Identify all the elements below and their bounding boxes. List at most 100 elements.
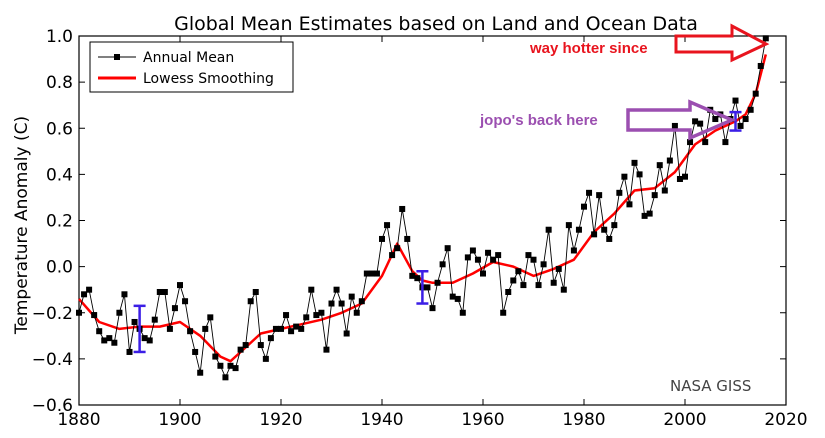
annual-mean-point — [76, 309, 82, 316]
annual-mean-point — [333, 286, 340, 293]
annual-mean-point — [166, 325, 173, 332]
legend-annual-label: Annual Mean — [143, 50, 234, 66]
annual-mean-point — [545, 226, 552, 233]
annual-mean-point — [272, 325, 279, 332]
annotation-jopos-back: jopo's back here — [479, 112, 598, 129]
annual-mean-point — [505, 288, 512, 295]
annual-mean-point — [596, 192, 603, 199]
annual-mean-point — [222, 374, 229, 381]
annual-mean-point — [318, 309, 325, 316]
annual-mean-point — [656, 162, 663, 169]
annual-mean-point — [550, 279, 557, 286]
lowess-layer — [78, 54, 768, 363]
annual-mean-point — [197, 369, 204, 376]
x-tick-label: 1980 — [562, 410, 605, 430]
annual-mean-point — [742, 116, 749, 123]
annual-mean-point — [424, 284, 431, 291]
y-tick-label: 0.4 — [46, 165, 73, 185]
annual-mean-point — [323, 346, 330, 353]
x-tick-label: 1960 — [461, 410, 504, 430]
annual-mean-point — [449, 293, 456, 300]
annual-mean-point — [601, 226, 608, 233]
watermark-nasa-giss: NASA GISS — [670, 377, 751, 395]
y-tick-label: 1.0 — [46, 27, 73, 47]
annual-mean-point — [126, 348, 133, 355]
annual-mean-point — [565, 222, 572, 229]
annual-mean-point — [399, 205, 406, 212]
annual-mean-point — [313, 312, 320, 319]
annual-mean-point — [161, 288, 168, 295]
annual-mean-point — [616, 189, 623, 196]
annual-mean-point — [338, 300, 345, 307]
annual-mean-point — [444, 245, 451, 252]
chart-title: Global Mean Estimates based on Land and … — [174, 13, 698, 35]
annual-mean-point — [459, 309, 466, 316]
annual-mean-point — [540, 261, 547, 268]
annual-mean-point — [500, 309, 507, 316]
annual-mean-point — [262, 355, 269, 362]
x-tick-label: 1920 — [259, 410, 302, 430]
annual-mean-point — [671, 122, 678, 129]
annual-mean-point — [384, 222, 391, 229]
annual-mean-point — [651, 192, 658, 199]
purple-arrow-icon — [626, 99, 737, 141]
annual-mean-point — [560, 286, 567, 293]
annual-mean-point — [86, 286, 93, 293]
error-bars — [133, 110, 742, 354]
x-tick-label: 1900 — [158, 410, 201, 430]
annual-mean-point — [474, 256, 481, 263]
annual-mean-point — [308, 286, 315, 293]
annual-mean-point — [762, 35, 769, 42]
annual-mean-point — [666, 157, 673, 164]
annual-mean-point — [177, 282, 183, 289]
annual-mean-point — [146, 337, 153, 344]
annual-mean-point — [348, 293, 355, 300]
annual-mean-point — [646, 210, 653, 217]
y-tick-label: −0.6 — [32, 396, 73, 416]
annual-mean-point — [151, 316, 158, 323]
annual-mean-point — [131, 318, 138, 325]
x-tick-label: 1940 — [360, 410, 403, 430]
annual-mean-point — [192, 348, 199, 355]
annual-mean-point — [106, 335, 113, 342]
annual-mean-point — [293, 323, 300, 330]
annual-mean-point — [626, 201, 633, 208]
annual-mean-point — [581, 203, 587, 210]
annual-mean-point — [368, 270, 375, 277]
annual-mean-point — [394, 245, 401, 252]
annual-mean-point — [116, 309, 123, 316]
annual-mean-point — [389, 252, 396, 259]
red-arrow-icon — [674, 23, 770, 63]
annual-mean-point — [111, 339, 118, 346]
y-tick-label: 0.0 — [46, 258, 73, 278]
y-tick-label: 0.2 — [46, 212, 73, 232]
legend: Annual Mean Lowess Smoothing — [89, 41, 294, 93]
annual-mean-point — [171, 305, 178, 312]
annual-mean-point — [156, 288, 163, 295]
annual-mean-point — [687, 139, 694, 146]
annual-mean-point — [227, 362, 234, 369]
annual-mean-point — [298, 325, 305, 332]
annual-mean-point — [207, 314, 214, 321]
annual-mean-point — [464, 254, 471, 261]
legend-box — [89, 41, 294, 93]
annual-mean-point — [217, 362, 224, 369]
annual-mean-point — [510, 277, 517, 284]
annual-mean-point — [495, 252, 502, 259]
y-tick-label: −0.4 — [32, 350, 73, 370]
annual-mean-point — [555, 265, 562, 272]
annual-mean-point — [570, 247, 577, 254]
annual-mean-point — [434, 279, 441, 286]
annual-mean-point — [757, 62, 764, 69]
annual-mean-point — [702, 139, 709, 146]
annual-mean-point — [636, 171, 643, 178]
annual-mean-point — [141, 335, 148, 342]
annual-mean-point — [91, 312, 98, 319]
annual-mean-point — [414, 275, 421, 282]
annual-mean-point — [96, 328, 103, 335]
legend-lowess-label: Lowess Smoothing — [143, 71, 274, 87]
annual-mean-point — [611, 222, 618, 229]
annual-mean-point — [373, 270, 380, 277]
x-tick-label: 2020 — [764, 410, 807, 430]
annual-mean-point — [121, 291, 128, 298]
